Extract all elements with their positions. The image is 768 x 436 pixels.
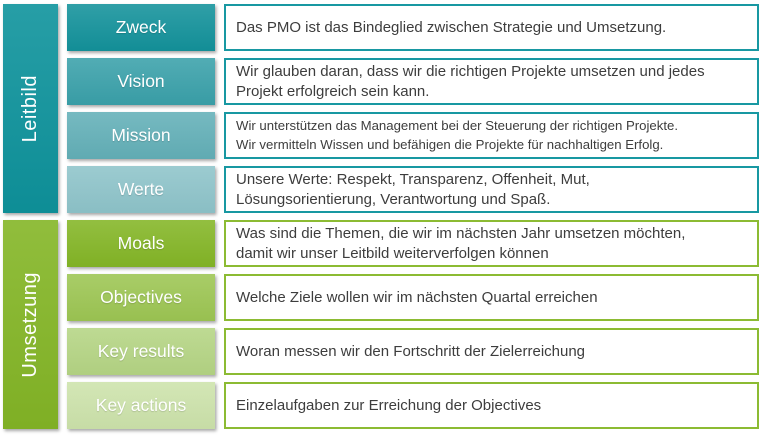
row-description-text: Unsere Werte: Respekt, Transparenz, Offe… [236, 170, 590, 208]
row-label-text: Key results [97, 341, 185, 361]
row-label-werte: Werte [67, 166, 215, 213]
group-label-leitbild: Leitbild [19, 74, 41, 143]
row-description-mission: Wir unterstützen das Management bei der … [224, 112, 759, 159]
row-description-zweck: Das PMO ist das Bindeglied zwischen Stra… [224, 4, 759, 51]
row-description-vision: Wir glauben daran, dass wir die richtige… [224, 58, 759, 105]
row-description-objectives: Welche Ziele wollen wir im nächsten Quar… [224, 274, 759, 321]
row-description-text: Das PMO ist das Bindeglied zwischen Stra… [236, 18, 667, 36]
row-label-vision: Vision [67, 58, 215, 105]
row-label-zweck: Zweck [67, 4, 215, 51]
row-label-text: Mission [111, 125, 171, 145]
row-label-key-actions: Key actions [67, 382, 215, 429]
row-label-text: Moals [117, 233, 165, 253]
row-description-key-actions: Einzelaufgaben zur Erreichung der Object… [224, 382, 759, 429]
row-label-text: Vision [117, 71, 165, 91]
row-label-moals: Moals [67, 220, 215, 267]
row-label-key-results: Key results [67, 328, 215, 375]
row-label-text: Werte [117, 179, 165, 199]
row-label-text: Zweck [115, 17, 167, 37]
row-description-text: Woran messen wir den Fortschritt der Zie… [236, 342, 586, 360]
row-description-text: Einzelaufgaben zur Erreichung der Object… [236, 396, 542, 414]
row-description-text: Welche Ziele wollen wir im nächsten Quar… [236, 288, 598, 306]
row-label-mission: Mission [67, 112, 215, 159]
row-description-key-results: Woran messen wir den Fortschritt der Zie… [224, 328, 759, 375]
row-label-objectives: Objectives [67, 274, 215, 321]
group-label-umsetzung: Umsetzung [19, 271, 41, 378]
row-label-text: Objectives [100, 287, 182, 307]
row-description-text: Was sind die Themen, die wir im nächsten… [236, 224, 686, 262]
row-description-text: Wir glauben daran, dass wir die richtige… [236, 62, 705, 100]
row-description-werte: Unsere Werte: Respekt, Transparenz, Offe… [224, 166, 759, 213]
row-description-text: Wir unterstützen das Management bei der … [236, 118, 679, 152]
row-description-moals: Was sind die Themen, die wir im nächsten… [224, 220, 759, 267]
group-band-leitbild: Leitbild [3, 4, 58, 213]
row-label-text: Key actions [95, 395, 187, 415]
group-band-umsetzung: Umsetzung [3, 220, 58, 429]
